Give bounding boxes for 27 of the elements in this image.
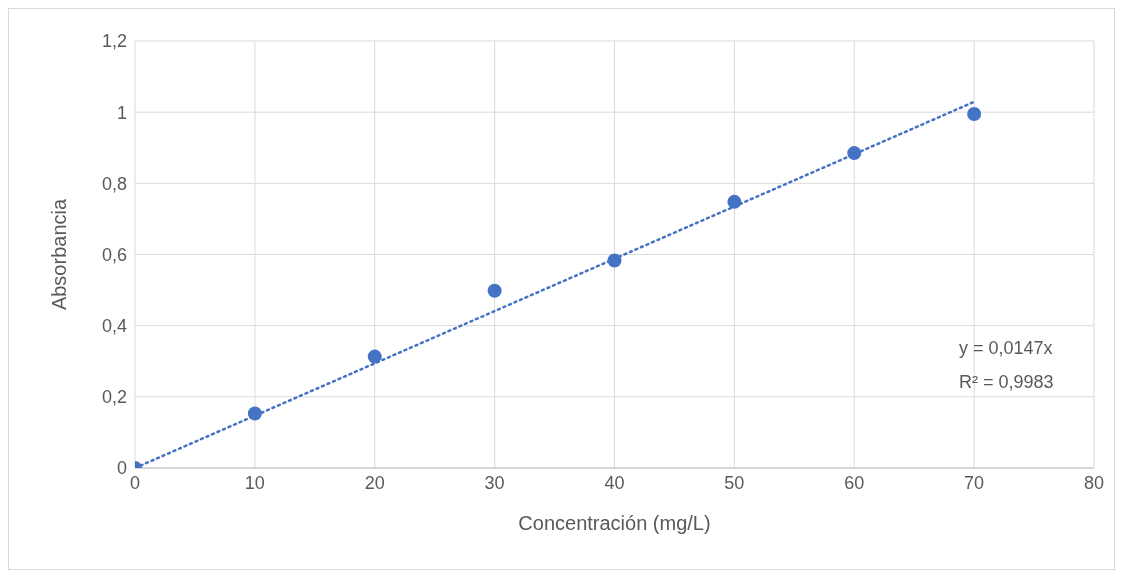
- x-tick-label: 10: [244, 472, 265, 493]
- x-tick-label: 20: [364, 472, 385, 493]
- point: [847, 146, 862, 161]
- x-tick-label: 40: [604, 472, 625, 493]
- y-tick-label: 0,4: [101, 316, 127, 337]
- point: [247, 406, 262, 421]
- x-tick-label: 0: [129, 472, 141, 493]
- y-tick-label: 0,6: [101, 244, 127, 265]
- annotation: R² = 0,9983: [959, 371, 1054, 394]
- point: [727, 194, 742, 209]
- y-tick-label: 1,2: [101, 31, 127, 52]
- x-axis-title: Concentración (mg/L): [518, 512, 711, 534]
- point: [367, 349, 382, 364]
- y-tick-label: 0,8: [101, 173, 127, 194]
- point: [607, 253, 622, 268]
- y-tick-label: 0,2: [101, 387, 127, 408]
- y-axis-title: Absorbancia: [48, 198, 71, 311]
- x-tick-label: 70: [964, 472, 985, 493]
- y-tick-label: 1: [116, 102, 127, 123]
- x-tick-label: 60: [844, 472, 865, 493]
- point: [487, 283, 502, 298]
- x-tick-label: 80: [1083, 472, 1105, 493]
- point: [967, 106, 982, 121]
- x-tick-label: 50: [724, 472, 745, 493]
- annotation: y = 0,0147x: [959, 337, 1054, 360]
- y-tick-label: 0: [116, 458, 127, 479]
- x-tick-label: 30: [484, 472, 505, 493]
